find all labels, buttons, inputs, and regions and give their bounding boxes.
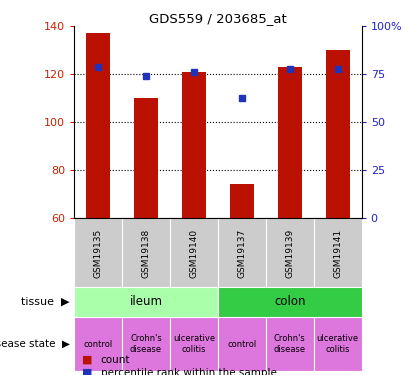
Text: Crohn's
disease: Crohn's disease (130, 334, 162, 354)
Bar (314, 217, 362, 289)
Bar (326, 50, 350, 217)
Bar (278, 67, 302, 218)
Bar (266, 217, 314, 289)
Text: tissue  ▶: tissue ▶ (21, 297, 70, 307)
Text: ■: ■ (82, 368, 93, 375)
Text: colon: colon (274, 296, 305, 308)
Text: GSM19139: GSM19139 (285, 228, 294, 278)
Text: GSM19135: GSM19135 (93, 228, 102, 278)
Bar (122, 317, 170, 371)
Text: Crohn's
disease: Crohn's disease (274, 334, 306, 354)
Bar (182, 72, 206, 217)
Text: GSM19138: GSM19138 (141, 228, 150, 278)
Text: percentile rank within the sample: percentile rank within the sample (101, 368, 277, 375)
Bar (134, 98, 158, 218)
Text: ileum: ileum (129, 296, 162, 308)
Bar (218, 287, 362, 317)
Text: ulcerative
colitis: ulcerative colitis (173, 334, 215, 354)
Text: GSM19137: GSM19137 (237, 228, 246, 278)
Text: ulcerative
colitis: ulcerative colitis (316, 334, 359, 354)
Text: GSM19141: GSM19141 (333, 228, 342, 278)
Bar (74, 317, 122, 371)
Text: GSM19140: GSM19140 (189, 228, 199, 278)
Text: disease state  ▶: disease state ▶ (0, 339, 70, 349)
Bar (314, 317, 362, 371)
Bar (266, 317, 314, 371)
Bar (170, 317, 218, 371)
Text: control: control (83, 340, 113, 349)
Text: control: control (227, 340, 256, 349)
Bar (218, 317, 266, 371)
Text: ■: ■ (82, 355, 93, 365)
Title: GDS559 / 203685_at: GDS559 / 203685_at (149, 12, 287, 25)
Bar (230, 184, 254, 218)
Text: count: count (101, 355, 130, 365)
Bar (74, 217, 122, 289)
Bar (86, 33, 110, 218)
Bar (218, 217, 266, 289)
Bar (74, 287, 218, 317)
Bar (122, 217, 170, 289)
Bar (170, 217, 218, 289)
